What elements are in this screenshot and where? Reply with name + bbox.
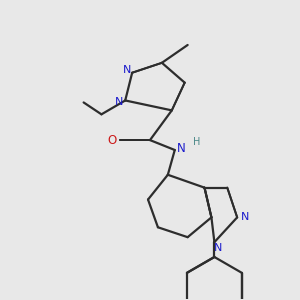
Text: N: N (123, 65, 131, 75)
Text: N: N (177, 142, 186, 154)
Text: N: N (115, 98, 124, 107)
Text: H: H (193, 137, 200, 147)
Text: N: N (214, 243, 223, 253)
Text: O: O (108, 134, 117, 147)
Text: N: N (241, 212, 249, 222)
